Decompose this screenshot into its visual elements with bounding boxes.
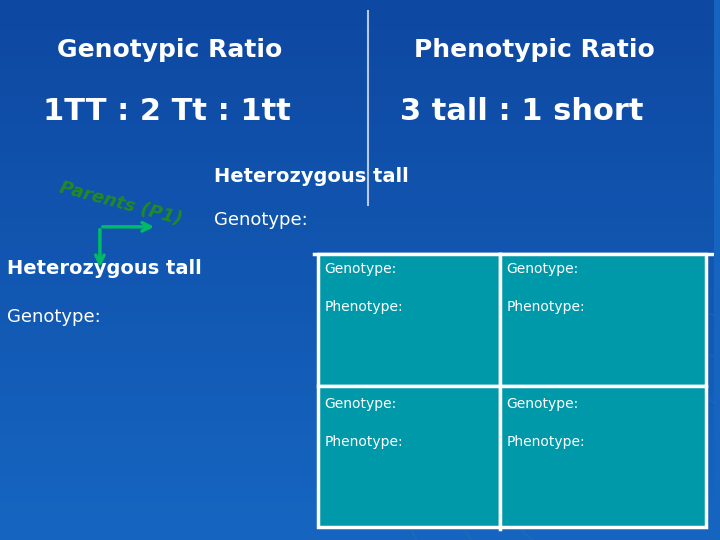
Text: Phenotypic Ratio: Phenotypic Ratio [414,38,654,62]
Bar [0,513,714,526]
Bar [0,189,714,202]
Bar [0,472,714,486]
Bar [0,148,714,162]
Bar [0,27,714,40]
Text: Phenotype:: Phenotype: [325,300,403,314]
Bar [0,310,714,324]
FancyBboxPatch shape [318,254,500,386]
Bar [0,500,714,513]
Bar [0,297,714,310]
Bar [0,81,714,94]
Bar [0,446,714,459]
Bar [0,432,714,445]
Bar [0,486,714,500]
Bar [0,176,714,189]
Text: Phenotype:: Phenotype: [507,300,585,314]
Bar [0,40,714,54]
Text: Genotype:: Genotype: [7,308,101,326]
Bar [0,405,714,418]
FancyBboxPatch shape [500,254,706,386]
Text: Genotype:: Genotype: [325,397,397,411]
Bar [0,338,714,351]
Bar [0,364,714,378]
Bar [0,459,714,472]
Bar [0,230,714,243]
Text: Phenotype:: Phenotype: [507,435,585,449]
Bar [0,68,714,81]
Bar [0,108,714,122]
Text: Heterozygous tall: Heterozygous tall [7,259,202,278]
Text: Heterozygous tall: Heterozygous tall [214,167,409,186]
Text: Genotype:: Genotype: [507,397,579,411]
Text: Genotype:: Genotype: [214,211,308,228]
Bar [0,54,714,68]
Bar [0,418,714,432]
Text: Parents (P1): Parents (P1) [57,178,184,228]
Text: Phenotype:: Phenotype: [325,435,403,449]
Bar [0,392,714,405]
Bar [0,256,714,270]
Text: Genotypic Ratio: Genotypic Ratio [57,38,282,62]
Bar [0,378,714,392]
Text: 1TT : 2 Tt : 1tt: 1TT : 2 Tt : 1tt [42,97,291,126]
Text: 3 tall : 1 short: 3 tall : 1 short [400,97,643,126]
Text: Genotype:: Genotype: [507,262,579,276]
Text: Genotype:: Genotype: [325,262,397,276]
Bar [0,0,714,14]
Bar [0,243,714,256]
Bar [0,351,714,364]
Bar [0,14,714,27]
Bar [0,284,714,297]
Bar [0,270,714,284]
FancyBboxPatch shape [500,386,706,526]
Bar [0,135,714,148]
Bar [0,216,714,229]
Bar [0,526,714,540]
Bar [0,202,714,216]
Bar [0,324,714,338]
Bar [0,162,714,176]
Bar [0,94,714,108]
FancyBboxPatch shape [318,386,500,526]
Bar [0,122,714,135]
